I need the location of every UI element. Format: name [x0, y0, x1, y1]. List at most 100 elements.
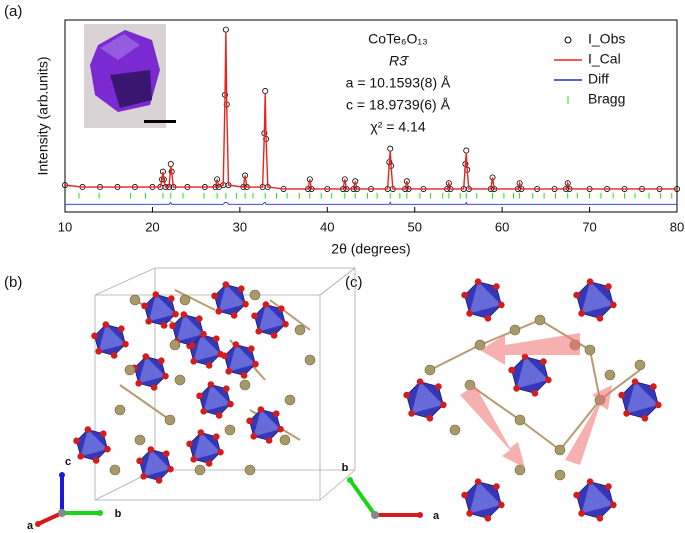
oxygen-atom	[623, 410, 630, 417]
oxygen-atom	[215, 412, 223, 419]
oxygen-atom	[145, 318, 152, 325]
crystal-photo	[84, 24, 176, 128]
te-atom	[239, 379, 251, 391]
oxygen-atom	[207, 381, 215, 388]
oxygen-atom	[248, 345, 255, 352]
octahedron-face	[411, 381, 444, 414]
te-atom	[174, 374, 186, 386]
oxygen-atom	[631, 378, 639, 385]
oxygen-atom	[190, 358, 197, 365]
axis-arrow	[37, 511, 63, 526]
axis-arrow-head	[97, 510, 103, 516]
oxygen-atom	[222, 281, 230, 288]
cell-edge	[319, 469, 356, 501]
legend-label: Bragg	[588, 91, 625, 107]
te-atom	[514, 414, 526, 426]
oxygen-atom	[250, 433, 257, 440]
oxygen-atom	[223, 385, 230, 392]
oxygen-atom	[484, 515, 492, 522]
octahedron-face	[469, 481, 502, 514]
octahedron-face	[228, 344, 256, 372]
oxygen-atom	[246, 417, 253, 425]
oxygen-atom	[227, 400, 234, 408]
oxygen-atom	[213, 433, 220, 440]
x-tick-label: 10	[58, 219, 72, 234]
oxygen-atom	[586, 478, 594, 485]
oxygen-atom	[466, 510, 473, 517]
te-atom	[224, 424, 236, 436]
panel-label: (a)	[4, 3, 22, 20]
oxygen-atom	[596, 315, 604, 322]
obs-point	[564, 180, 571, 187]
oxygen-atom	[136, 457, 143, 465]
cell-edge	[94, 267, 156, 296]
oxygen-atom	[141, 302, 148, 310]
oxygen-atom	[484, 315, 492, 322]
octahedron-face	[469, 281, 502, 314]
annotation: CoTe₆O₁₃	[368, 31, 428, 47]
oxygen-atom	[213, 335, 220, 342]
octahedron-face	[218, 284, 246, 312]
oxygen-atom	[240, 372, 248, 379]
oxygen-atom	[435, 383, 442, 390]
te-atom	[284, 394, 296, 406]
oxygen-atom	[573, 491, 580, 499]
oxygen-atom	[160, 322, 168, 329]
x-tick-label: 50	[407, 219, 421, 234]
oxygen-atom	[190, 456, 197, 463]
te-atom	[114, 404, 126, 416]
oxygen-atom	[605, 283, 612, 290]
te-atom	[129, 294, 141, 306]
octahedron-face	[581, 281, 614, 314]
bond	[589, 349, 601, 401]
oxygen-atom	[252, 360, 259, 368]
te-atom	[554, 444, 566, 456]
x-tick-label: 80	[670, 219, 684, 234]
oxygen-atom	[122, 340, 129, 348]
oxygen-atom	[196, 392, 203, 400]
axis-arrow-head	[417, 512, 423, 518]
octahedron-face	[148, 294, 176, 322]
oxygen-atom	[461, 291, 468, 299]
oxygen-atom	[610, 501, 617, 509]
octahedron-face	[581, 481, 614, 514]
oxygen-atom	[225, 368, 232, 375]
oxygen-atom	[493, 283, 500, 290]
octahedron-face	[516, 356, 549, 389]
oxygen-atom	[215, 308, 222, 315]
oxygen-atom	[610, 301, 617, 309]
oxygen-atom	[655, 401, 662, 409]
te-atom	[169, 339, 181, 351]
axis-origin	[371, 511, 379, 519]
oxygen-atom	[255, 328, 262, 335]
axis-letter: a	[27, 520, 34, 532]
oxygen-atom	[493, 483, 500, 490]
octahedron-face	[193, 334, 221, 362]
obs-point	[262, 88, 269, 95]
oxygen-atom	[158, 357, 165, 364]
te-atom	[584, 344, 596, 356]
oxygen-atom	[230, 312, 238, 319]
rotation-arrow	[565, 385, 612, 465]
x-tick-label: 60	[495, 219, 509, 234]
oxygen-atom	[531, 390, 539, 397]
bond	[119, 384, 171, 421]
octahedron-face	[193, 432, 221, 460]
octahedron-face	[258, 304, 286, 332]
oxygen-atom	[641, 415, 649, 422]
annotation: a = 10.1593(8) Å	[346, 75, 451, 91]
te-atom	[449, 424, 461, 436]
bond	[469, 384, 521, 421]
octahedron-face	[203, 384, 231, 412]
oxygen-atom	[168, 295, 175, 302]
bond	[539, 319, 591, 351]
oxygen-atom	[152, 291, 160, 298]
oxygen-atom	[461, 491, 468, 499]
series-line	[65, 201, 677, 205]
te-atom	[634, 359, 646, 371]
octahedron-face	[98, 324, 126, 352]
te-atom	[179, 294, 191, 306]
annotation: χ² = 4.14	[370, 119, 425, 135]
oxygen-atom	[73, 437, 80, 445]
te-atom	[134, 434, 146, 446]
